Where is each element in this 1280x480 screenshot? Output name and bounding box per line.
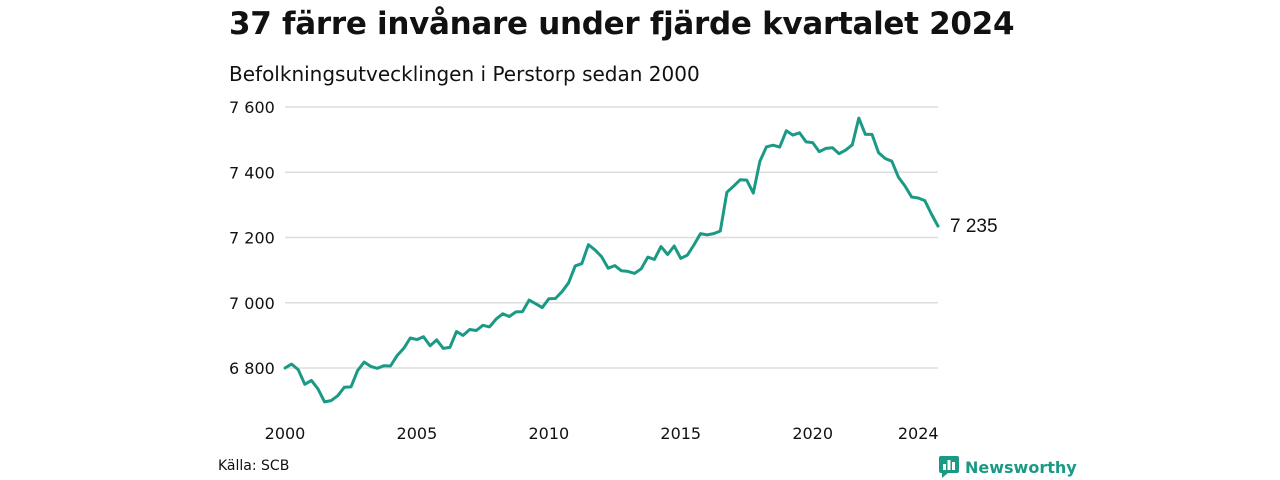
x-tick-label: 2010 bbox=[528, 424, 569, 443]
x-tick-label: 2005 bbox=[397, 424, 438, 443]
brand-name: Newsworthy bbox=[965, 457, 1077, 477]
y-tick-label: 6 800 bbox=[229, 359, 275, 378]
y-tick-label: 7 600 bbox=[229, 98, 275, 117]
x-tick-label: 2000 bbox=[265, 424, 306, 443]
y-axis-ticks: 6 800 7 000 7 200 7 400 7 600 bbox=[229, 98, 275, 378]
y-tick-label: 7 200 bbox=[229, 229, 275, 248]
y-tick-label: 7 000 bbox=[229, 294, 275, 313]
y-tick-label: 7 400 bbox=[229, 163, 275, 182]
x-axis-ticks: 2000 2005 2010 2015 2020 2024 bbox=[265, 424, 939, 443]
x-tick-label: 2020 bbox=[792, 424, 833, 443]
chart-subtitle: Befolkningsutvecklingen i Perstorp sedan… bbox=[229, 62, 700, 86]
x-tick-label: 2024 bbox=[898, 424, 939, 443]
chart-title: 37 färre invånare under fjärde kvartalet… bbox=[229, 6, 1015, 42]
bar-chart-icon bbox=[939, 456, 959, 478]
gridlines bbox=[285, 106, 938, 369]
source-note: Källa: SCB bbox=[218, 458, 290, 474]
x-tick-label: 2015 bbox=[660, 424, 701, 443]
series-line bbox=[283, 116, 940, 404]
brand-logo[interactable]: Newsworthy bbox=[939, 456, 1077, 478]
end-value-label: 7 235 bbox=[950, 216, 998, 237]
